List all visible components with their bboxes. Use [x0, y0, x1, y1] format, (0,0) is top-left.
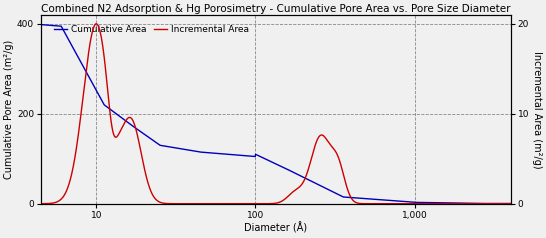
Incremental Area [38, 202, 44, 205]
Incremental Area [93, 22, 99, 25]
Incremental Area [494, 202, 500, 205]
Cumulative Area [507, 202, 514, 205]
Line: Cumulative Area: Cumulative Area [41, 25, 511, 203]
Incremental Area [62, 193, 68, 195]
X-axis label: Diameter (Å): Diameter (Å) [244, 223, 307, 234]
Cumulative Area [38, 23, 44, 26]
Legend: Cumulative Area, Incremental Area: Cumulative Area, Incremental Area [50, 21, 252, 38]
Cumulative Area [254, 154, 260, 156]
Cumulative Area [407, 201, 414, 203]
Cumulative Area [62, 32, 68, 35]
Incremental Area [266, 202, 273, 205]
Incremental Area [254, 202, 260, 205]
Incremental Area [408, 202, 414, 205]
Y-axis label: Incremental Area (m²/g): Incremental Area (m²/g) [532, 50, 542, 168]
Line: Incremental Area: Incremental Area [41, 24, 511, 204]
Cumulative Area [494, 202, 501, 205]
Title: Combined N2 Adsorption & Hg Porosimetry - Cumulative Pore Area vs. Pore Size Dia: Combined N2 Adsorption & Hg Porosimetry … [41, 4, 511, 14]
Incremental Area [494, 202, 501, 205]
Cumulative Area [476, 202, 482, 205]
Cumulative Area [266, 159, 272, 162]
Incremental Area [507, 202, 514, 205]
Y-axis label: Cumulative Pore Area (m²/g): Cumulative Pore Area (m²/g) [4, 40, 14, 179]
Cumulative Area [494, 202, 500, 205]
